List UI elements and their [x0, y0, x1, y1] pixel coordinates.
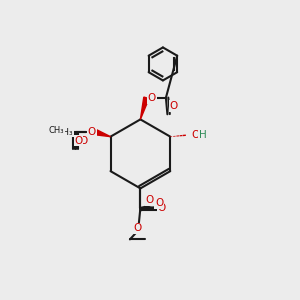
Text: O: O: [80, 136, 88, 146]
Polygon shape: [95, 130, 110, 137]
Text: O: O: [155, 198, 164, 208]
Text: H: H: [199, 130, 207, 140]
Text: O: O: [74, 136, 83, 146]
Text: O: O: [88, 127, 96, 137]
Text: O: O: [157, 203, 166, 213]
Text: O: O: [148, 93, 156, 103]
Polygon shape: [140, 97, 149, 119]
Text: O: O: [133, 223, 142, 233]
Text: CH₃: CH₃: [56, 128, 73, 137]
Text: CH₃: CH₃: [49, 126, 64, 135]
Text: O: O: [145, 195, 154, 206]
Text: O: O: [192, 130, 200, 140]
Text: O: O: [169, 101, 178, 111]
